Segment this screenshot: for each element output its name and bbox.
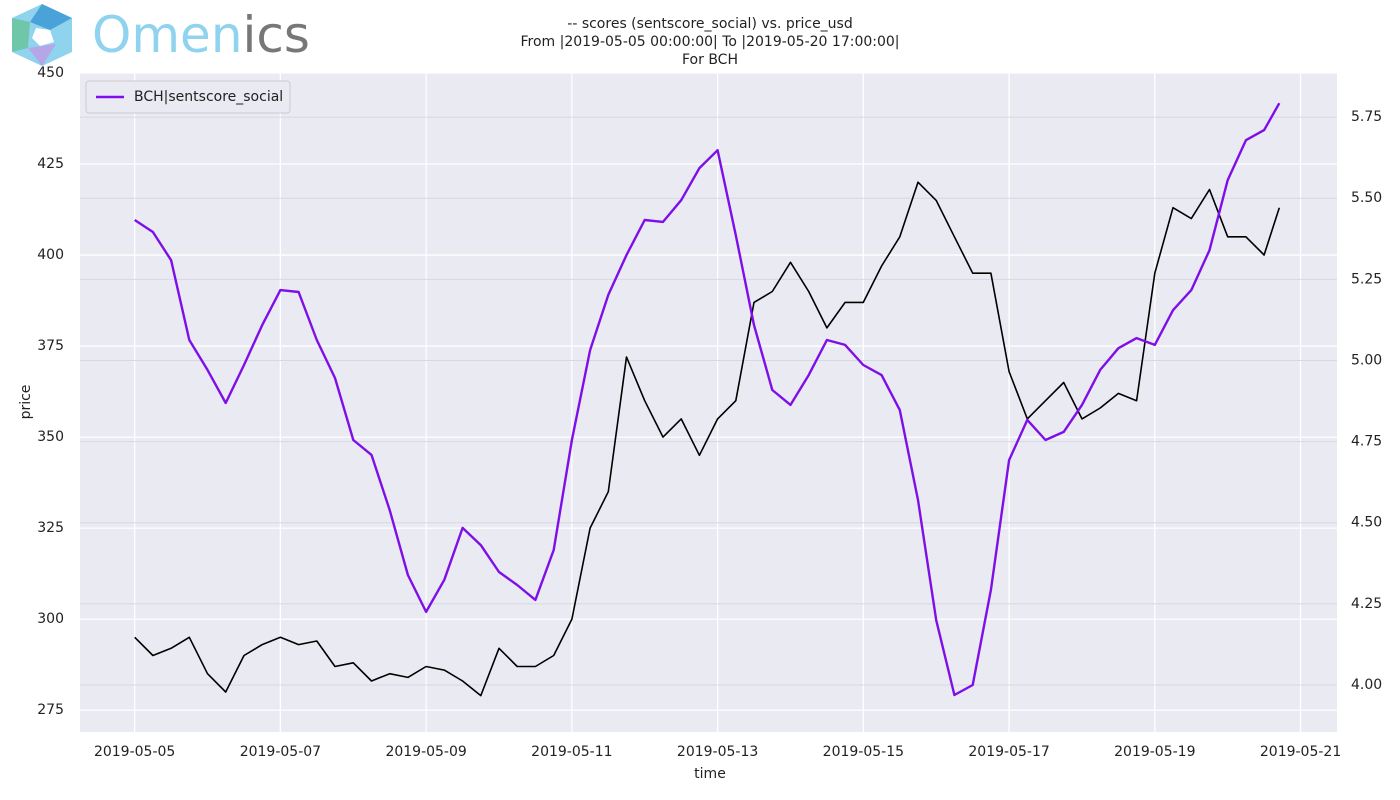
x-tick-label: 2019-05-05	[94, 744, 175, 760]
y-tick-label: 375	[37, 338, 64, 354]
y-tick-label: 275	[37, 702, 64, 718]
y2-tick-label: 5.25	[1351, 271, 1382, 287]
legend-box	[85, 80, 291, 114]
logo-part: ics	[243, 6, 310, 64]
logo-facet	[12, 18, 30, 52]
y2-tick-label: 4.00	[1351, 677, 1382, 693]
logo-facet	[28, 44, 56, 66]
x-tick-label: 2019-05-13	[677, 744, 758, 760]
line-series	[134, 181, 1281, 697]
chart-title: -- scores (sentscore_social) vs. price_u…	[567, 16, 852, 32]
y2-tick-label: 4.75	[1351, 434, 1382, 450]
y2-tick-label: 5.50	[1351, 190, 1382, 206]
x-tick-label: 2019-05-11	[531, 744, 612, 760]
y2-tick-label: 4.50	[1351, 515, 1382, 531]
y2-tick-label: 5.75	[1351, 109, 1382, 125]
plot-area	[80, 73, 1337, 732]
x-tick-label: 2019-05-09	[385, 744, 466, 760]
x-tick-label: 2019-05-19	[1114, 744, 1195, 760]
y-tick-label: 300	[37, 611, 64, 627]
line-series	[134, 102, 1281, 697]
logo-part: Omen	[92, 6, 243, 64]
legend-label: BCH|sentscore_social	[134, 89, 283, 105]
y-tick-label: 325	[37, 520, 64, 536]
logo-text: Omenics	[92, 6, 310, 64]
y-tick-label: 425	[37, 156, 64, 172]
logo-facet	[30, 4, 72, 30]
y-tick-label: 400	[37, 247, 64, 263]
x-tick-label: 2019-05-21	[1260, 744, 1341, 760]
logo: Omenics	[12, 4, 310, 66]
chart-subtitle: For BCH	[682, 52, 738, 68]
logo-core	[32, 28, 54, 46]
grid	[80, 72, 1337, 732]
y-axis-label: price	[18, 385, 34, 420]
y-tick-label: 350	[37, 429, 64, 445]
y2-tick-label: 5.00	[1351, 352, 1382, 368]
x-axis-label: time	[694, 766, 726, 782]
x-tick-label: 2019-05-17	[968, 744, 1049, 760]
y-tick-label: 450	[37, 65, 64, 81]
x-tick-label: 2019-05-07	[240, 744, 321, 760]
y2-tick-label: 4.25	[1351, 596, 1382, 612]
marks	[134, 102, 1281, 697]
x-tick-label: 2019-05-15	[823, 744, 904, 760]
chart-subtitle: From |2019-05-05 00:00:00| To |2019-05-2…	[520, 34, 899, 50]
